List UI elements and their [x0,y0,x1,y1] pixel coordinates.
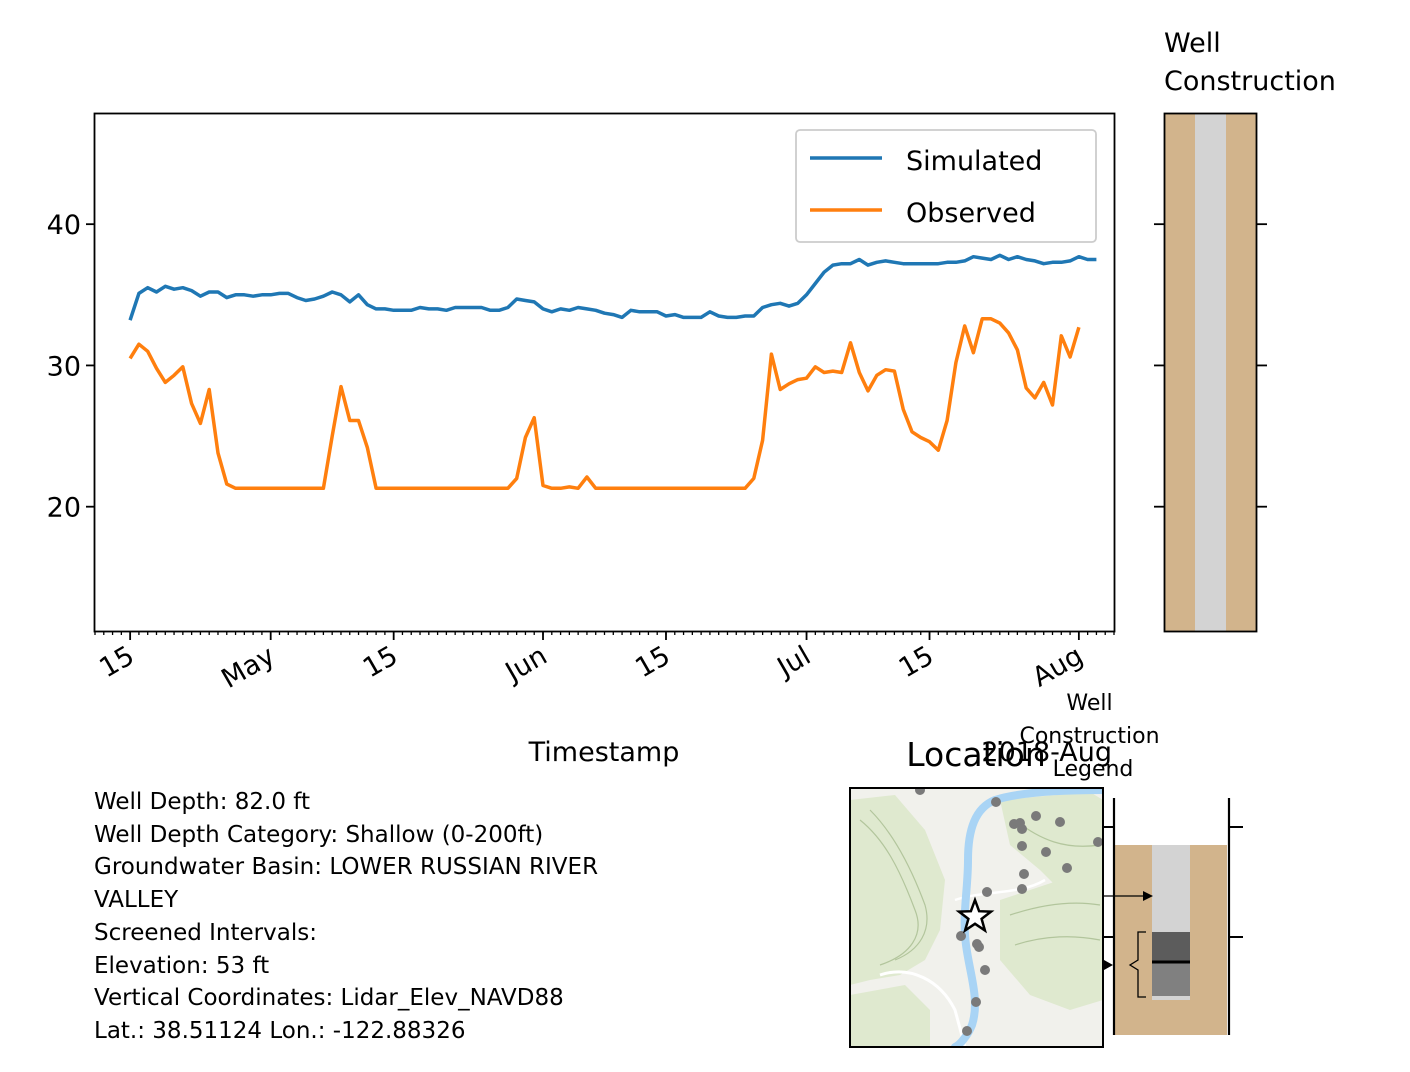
well-construction-title: Well Construction [1164,28,1336,97]
well-construction-title-line: Well [1164,28,1221,59]
x-ticks: 15 May 15 Jun 15 Jul 15 Aug [94,631,1088,695]
y-tick-label: 40 [47,210,81,241]
y-ticks: 20 30 40 [47,210,95,524]
info-screened-intervals: Screened Intervals: [94,919,317,946]
neighbor-well-marker [980,965,990,975]
location-map: Location [849,735,1104,1048]
info-basin-continued: VALLEY [94,887,179,914]
well-construction-legend: Well Construction Legend [1019,691,1243,1035]
legend: Simulated Observed [795,129,1097,243]
info-well-depth: Well Depth: 82.0 ft [94,789,310,815]
hydrograph-chart: 15 May 15 Jun 15 Jul 15 Aug 20 30 40 Timestamp 20… [47,112,1116,768]
neighbor-well-marker [982,887,992,897]
neighbor-well-marker [1062,863,1072,873]
neighbor-well-marker [1019,869,1029,879]
neighbor-well-marker [1041,847,1051,857]
neighbor-well-marker [991,797,1001,807]
x-tick-label: Jun [499,640,553,689]
contour-line [1014,936,1101,946]
arrowhead-icon [1143,891,1153,901]
contour-line [1009,902,1101,916]
neighbor-well-marker [962,1026,972,1036]
terrain-layer [850,792,1103,1047]
x-axis-offset-label: 2018-Aug [981,737,1112,768]
well-construction-panel: Well Construction [1154,28,1336,633]
hill-south [850,985,930,1047]
star-icon [955,896,995,934]
x-tick-label: 15 [358,640,403,684]
neighbor-well-marker [1017,824,1027,834]
neighbor-well-marker [915,788,925,795]
neighbor-well-marker [1055,817,1065,827]
well-construction-title-line: Construction [1164,66,1336,97]
legend-schematic-title-line: Construction [1019,724,1159,749]
x-axis-label: Timestamp [528,737,680,768]
neighbor-wells [915,788,1103,1036]
hill-east [1000,875,1103,1010]
x-tick-label: 15 [94,640,139,684]
arrowhead-icon [1104,960,1113,970]
info-elevation: Elevation: 53 ft [94,952,270,979]
legend-schematic-title-line: Well [1066,691,1112,716]
legend-schematic-title-line: Legend [1053,757,1134,782]
series-layer [128,253,1097,491]
well-y-ticks [1154,223,1267,508]
map-frame [849,787,1104,1048]
contour-line [869,809,928,961]
series-line-observed [128,317,1081,491]
well-frame [1163,112,1258,633]
neighbor-well-marker [971,997,981,1007]
well-info: Well Depth: 82.0 ft Well Depth Category:… [94,786,754,1048]
legend-label-simulated: Simulated [906,146,1042,177]
neighbor-well-marker [1093,837,1103,847]
x-tick-label: 15 [630,640,675,684]
legend-screen [1152,962,1190,996]
location-map-title: Location [906,735,1046,774]
road [879,970,967,1047]
x-tick-label: Aug [1027,640,1088,693]
neighbor-well-marker [1017,841,1027,851]
river [951,788,1103,1047]
neighbor-well-marker [974,942,984,952]
x-minor-ticks [94,631,1115,635]
x-tick-label: May [216,640,280,695]
x-tick-label: 15 [894,640,939,684]
info-depth-category: Well Depth Category: Shallow (0-200ft) [94,821,544,848]
legend-screen-top [1152,932,1190,962]
info-vertical-coordinates: Vertical Coordinates: Lidar_Elev_NAVD88 [94,985,564,1012]
neighbor-well-marker [1031,811,1041,821]
y-tick-label: 30 [47,351,81,382]
legend-label-observed: Observed [906,198,1036,229]
info-basin: Groundwater Basin: LOWER RUSSIAN RIVER [94,854,599,881]
y-tick-label: 20 [47,493,81,524]
screen-brace-icon [1128,931,1146,998]
legend-schematic-title: Well Construction Legend [1019,691,1166,782]
info-lat-lon: Lat.: 38.51124 Lon.: -122.88326 [94,1017,466,1044]
x-tick-label: Jul [771,640,816,684]
neighbor-well-marker [956,931,966,941]
series-line-simulated [128,253,1097,321]
neighbor-well-marker [1017,884,1027,894]
casing-column [1195,113,1226,632]
hill-west [850,795,945,985]
contour-line [859,819,919,966]
